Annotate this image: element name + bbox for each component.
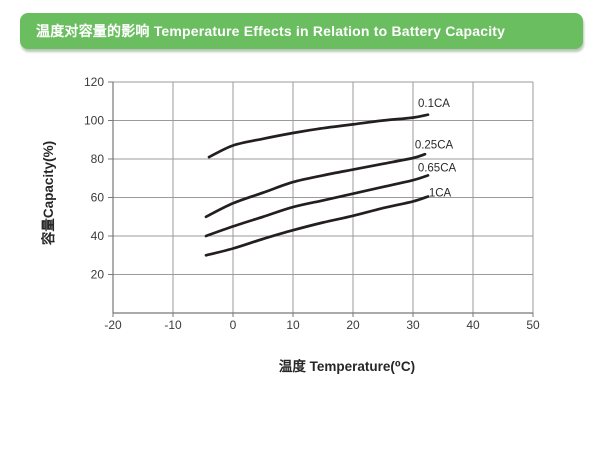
x-tick-label: 50 — [526, 318, 540, 332]
gridlines — [112, 81, 534, 313]
x-tick-label: -10 — [164, 318, 182, 332]
series: 0.1CA 0.25CA 0.65CA 1CA — [204, 98, 457, 257]
title-banner: 温度对容量的影响 Temperature Effects in Relation… — [20, 13, 583, 49]
y-tick-label: 40 — [91, 229, 105, 243]
y-tick-label: 60 — [91, 191, 105, 205]
page-title: 温度对容量的影响 Temperature Effects in Relation… — [36, 23, 506, 39]
axes — [108, 81, 534, 317]
x-tick-label: 40 — [466, 318, 480, 332]
series-label-1CA: 1CA — [429, 188, 452, 200]
series-label-0.25CA: 0.25CA — [415, 140, 454, 152]
series-line-0.65CA — [204, 174, 430, 238]
series-line-1CA — [204, 195, 430, 257]
x-tick-label: 0 — [230, 318, 237, 332]
series-line-0.25CA — [204, 152, 427, 219]
y-tick-label: 100 — [84, 114, 104, 128]
tick-labels: -20 -10 0 10 20 30 40 50 20 40 60 80 100 120 — [84, 75, 540, 332]
series-label-0.65CA: 0.65CA — [418, 163, 457, 175]
y-tick-label: 20 — [91, 268, 105, 282]
x-tick-label: 20 — [346, 318, 360, 332]
y-tick-label: 80 — [91, 152, 105, 166]
y-tick-label: 120 — [84, 75, 104, 89]
x-axis-title: 温度 Temperature(⁰C) — [278, 359, 416, 374]
series-line-0.1CA — [207, 113, 430, 159]
series-label-0.1CA: 0.1CA — [418, 98, 450, 110]
x-tick-label: -20 — [104, 318, 122, 332]
x-tick-label: 10 — [286, 318, 300, 332]
x-tick-label: 30 — [406, 318, 420, 332]
y-axis-title: 容量Capacity(%) — [41, 140, 56, 246]
